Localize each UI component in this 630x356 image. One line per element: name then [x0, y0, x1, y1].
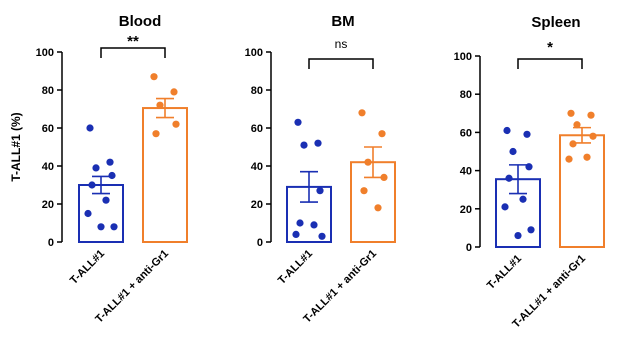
data-point [316, 187, 324, 195]
data-point [294, 118, 302, 126]
data-point [519, 195, 527, 203]
data-point [527, 226, 535, 234]
data-point [525, 163, 533, 171]
data-point [589, 132, 597, 140]
data-point [501, 203, 509, 211]
category-label: T-ALL#1 [485, 253, 524, 292]
category-label: T-ALL#1 + anti-Gr1 [510, 253, 588, 331]
data-point [523, 130, 531, 138]
data-point [110, 223, 118, 231]
data-point [152, 130, 160, 138]
data-point [84, 209, 92, 218]
category-label: T-ALL#1 [276, 248, 315, 287]
data-point [156, 101, 164, 109]
y-tick-label: 0 [48, 237, 54, 249]
data-point [314, 139, 322, 147]
y-tick-label: 100 [454, 51, 472, 63]
y-tick-label: 40 [42, 161, 54, 173]
bar-treated [559, 134, 605, 248]
data-point [514, 231, 522, 240]
y-axis-label: T-ALL#1 (%) [9, 112, 23, 181]
data-point [172, 120, 180, 128]
y-tick-label: 60 [251, 123, 263, 135]
data-point [88, 181, 96, 189]
bar-treated [142, 107, 188, 243]
data-point [102, 196, 110, 204]
data-point [378, 130, 386, 138]
data-point [300, 141, 308, 149]
y-tick-label: 40 [460, 166, 472, 178]
panel-blood: Blood 0 20 40 60 80 100 T-ALL#1 (%) T-ALL#1T-ALL… [9, 13, 188, 326]
panel-bm: BM 0 20 40 60 80 100 T-ALL#1T-ALL#1 + anti-Gr1 n… [245, 13, 396, 326]
data-point [358, 109, 366, 117]
y-tick-label: 20 [460, 204, 472, 216]
significance-bracket [517, 58, 583, 69]
y-tick-label: 60 [460, 127, 472, 139]
category-label: T-ALL#1 + anti-Gr1 [301, 248, 379, 326]
y-tick-label: 20 [42, 199, 54, 211]
data-point [296, 219, 304, 227]
significance-bracket [308, 58, 374, 69]
data-point [97, 223, 105, 231]
data-point [92, 164, 100, 172]
y-tick-label: 0 [257, 237, 263, 249]
significance-bracket [100, 47, 166, 58]
data-point [86, 124, 94, 132]
data-point [565, 155, 573, 163]
data-point [150, 73, 158, 81]
data-point [374, 204, 382, 212]
data-point [318, 232, 326, 240]
data-point [505, 174, 513, 182]
significance-label: ns [335, 37, 348, 51]
data-point [364, 158, 372, 166]
y-tick-label: 80 [460, 89, 472, 101]
data-point [106, 158, 114, 166]
category-label: T-ALL#1 [68, 248, 107, 287]
y-tick-label: 100 [36, 47, 54, 59]
data-point [567, 109, 575, 117]
significance-label: ** [127, 33, 139, 50]
data-point [503, 126, 511, 135]
data-point [573, 121, 581, 129]
y-tick-label: 20 [251, 199, 263, 211]
data-point [587, 111, 595, 119]
data-point [509, 147, 517, 156]
data-point [583, 153, 591, 161]
y-tick-label: 100 [245, 47, 263, 59]
significance-label: * [547, 39, 553, 56]
panel-spleen: Spleen 0 20 40 60 80 100 T-ALL#1T-ALL#1 + anti-… [454, 14, 605, 331]
y-tick-label: 60 [42, 123, 54, 135]
y-tick-label: 0 [466, 242, 472, 254]
data-point [292, 230, 300, 238]
data-point [310, 221, 318, 229]
panel-title: BM [331, 13, 354, 30]
data-point [360, 187, 368, 195]
panel-title: Spleen [531, 14, 580, 31]
data-point [108, 171, 116, 180]
data-point [380, 173, 388, 181]
y-tick-label: 80 [251, 85, 263, 97]
panel-title: Blood [119, 13, 162, 30]
y-tick-label: 40 [251, 161, 263, 173]
category-label: T-ALL#1 + anti-Gr1 [93, 248, 171, 326]
data-point [569, 140, 577, 148]
y-tick-label: 80 [42, 85, 54, 97]
data-point [170, 88, 178, 96]
